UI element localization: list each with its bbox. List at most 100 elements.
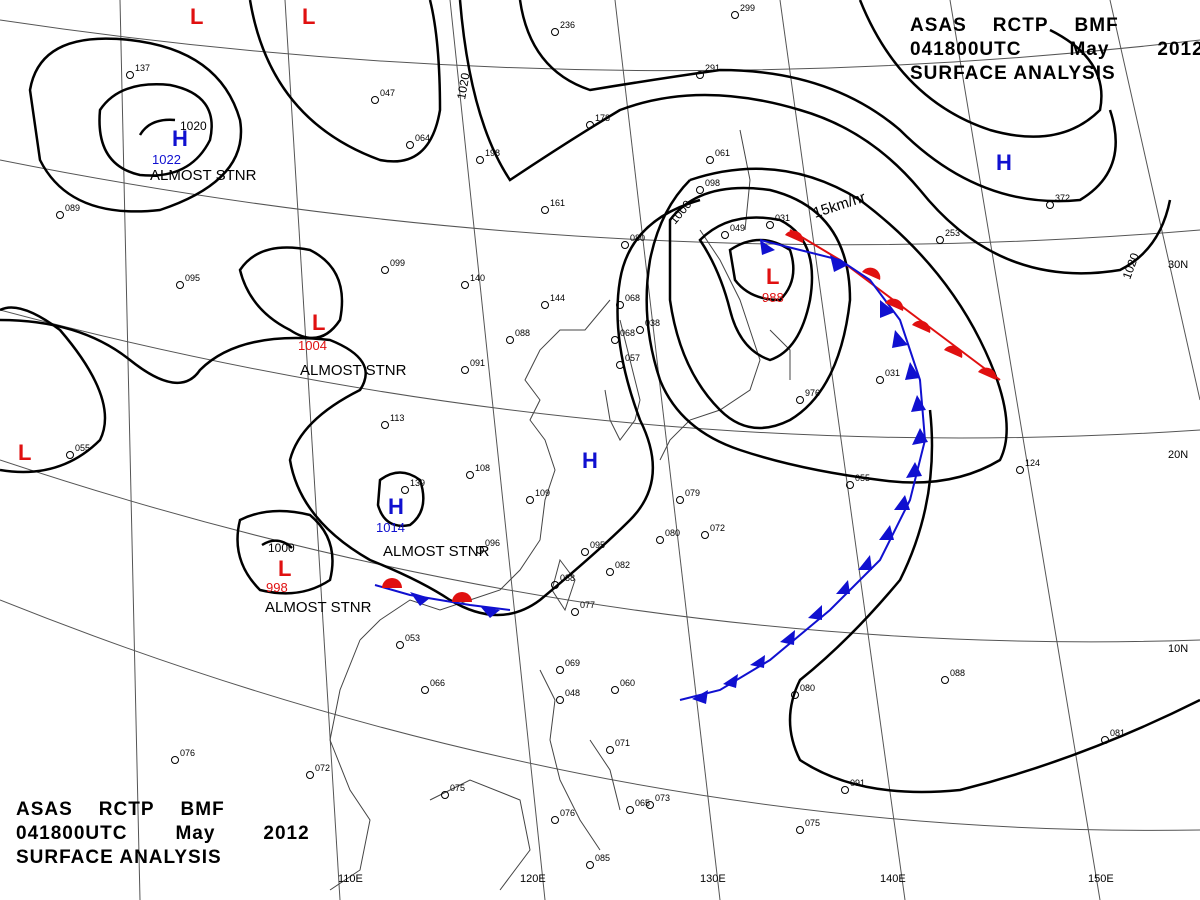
isobar-south-trough bbox=[788, 409, 1200, 794]
station-plot: 095 bbox=[176, 273, 200, 289]
station-pressure: 124 bbox=[1025, 458, 1040, 468]
isobar-low-988 bbox=[728, 238, 795, 302]
station-circle bbox=[581, 548, 589, 556]
station-pressure: 079 bbox=[685, 488, 700, 498]
station-pressure: 081 bbox=[1110, 728, 1125, 738]
station-circle bbox=[556, 696, 564, 704]
annotation-text: ALMOST STNR bbox=[383, 543, 490, 560]
station-plot: 088 bbox=[941, 668, 965, 684]
station-plot: 069 bbox=[556, 658, 580, 674]
low-center-value: 1004 bbox=[298, 338, 327, 353]
high-center-symbol: H bbox=[388, 494, 404, 519]
parallel-0 bbox=[0, 599, 1200, 831]
station-circle bbox=[696, 186, 704, 194]
station-pressure: 144 bbox=[550, 293, 565, 303]
station-pressure: 068 bbox=[620, 328, 635, 338]
low-center-symbol: L bbox=[18, 440, 31, 465]
station-circle bbox=[731, 11, 739, 19]
station-pressure: 976 bbox=[805, 388, 820, 398]
station-plot: 253 bbox=[936, 228, 960, 244]
station-circle bbox=[541, 301, 549, 309]
station-plot: 113 bbox=[381, 413, 404, 429]
station-pressure: 198 bbox=[485, 148, 500, 158]
station-pressure: 095 bbox=[590, 540, 605, 550]
station-plot: 161 bbox=[541, 198, 565, 214]
station-plot: 077 bbox=[571, 600, 595, 616]
annotation-text: ALMOST STNR bbox=[265, 599, 372, 616]
station-circle bbox=[401, 486, 409, 494]
station-plot: 031 bbox=[876, 368, 900, 384]
station-plot: 060 bbox=[611, 678, 635, 694]
cold-front-barb bbox=[879, 525, 894, 540]
warm-front-bump bbox=[885, 298, 904, 311]
station-plot: 291 bbox=[696, 63, 720, 79]
almost-stnr-note: ALMOST STNR bbox=[300, 362, 407, 379]
station-plot: 109 bbox=[526, 488, 550, 504]
station-circle bbox=[56, 211, 64, 219]
isobar-998-low bbox=[236, 509, 334, 595]
station-pressure: 077 bbox=[580, 600, 595, 610]
low-center-symbol: L bbox=[302, 4, 315, 29]
cold-front-barb bbox=[723, 674, 738, 688]
station-plot: 976 bbox=[796, 388, 820, 404]
station-pressure: 088 bbox=[950, 668, 965, 678]
isobar-1000-small bbox=[261, 539, 293, 549]
station-plot: 080 bbox=[791, 683, 815, 699]
station-circle bbox=[421, 686, 429, 694]
station-plot: 066 bbox=[421, 678, 445, 694]
coastlines bbox=[329, 129, 791, 891]
station-plot: 071 bbox=[606, 738, 630, 754]
station-pressure: 080 bbox=[800, 683, 815, 693]
station-plot: 082 bbox=[606, 560, 630, 576]
station-circle bbox=[176, 281, 184, 289]
station-pressure: 299 bbox=[740, 3, 755, 13]
header-line-1: ASAS RCTP BMF bbox=[910, 14, 1200, 38]
warm-front-bump bbox=[862, 267, 881, 280]
station-pressure: 178 bbox=[595, 113, 610, 123]
station-circle bbox=[1046, 201, 1054, 209]
station-circle bbox=[406, 141, 414, 149]
station-circle bbox=[441, 791, 449, 799]
coast-philippines bbox=[539, 669, 621, 851]
parallel-40n bbox=[0, 19, 1200, 72]
station-plot: 061 bbox=[706, 148, 730, 164]
station-pressure: 072 bbox=[315, 763, 330, 773]
station-pressure: 066 bbox=[430, 678, 445, 688]
header-datetime: 041800UTC bbox=[16, 823, 128, 844]
header-station: RCTP bbox=[992, 15, 1049, 36]
lat-label-30n: 30N bbox=[1168, 259, 1188, 271]
station-circle bbox=[381, 421, 389, 429]
station-plot: 372 bbox=[1046, 193, 1070, 209]
grid-labels: 30N 20N 10N 110E 120E 130E 140E 150E bbox=[338, 259, 1188, 885]
cold-front-barb bbox=[892, 330, 908, 348]
station-plot: 055 bbox=[846, 473, 870, 489]
station-circle bbox=[476, 546, 484, 554]
station-circle bbox=[551, 581, 559, 589]
lon-label-120e: 120E bbox=[520, 873, 546, 885]
station-plot: 088 bbox=[551, 573, 575, 589]
low-center-symbol: L bbox=[312, 310, 325, 335]
cold-front-barb bbox=[830, 255, 848, 272]
station-plot: 072 bbox=[306, 763, 330, 779]
station-pressure: 047 bbox=[380, 88, 395, 98]
cold-front-barb bbox=[858, 555, 872, 570]
station-pressure: 053 bbox=[405, 633, 420, 643]
station-circle bbox=[526, 496, 534, 504]
annotation-text: ALMOST STNR bbox=[300, 362, 407, 379]
station-pressure: 099 bbox=[390, 258, 405, 268]
meridian-100e bbox=[119, 0, 141, 900]
station-pressure: 075 bbox=[450, 783, 465, 793]
station-circle bbox=[586, 861, 594, 869]
isobar-north-1 bbox=[248, 0, 442, 163]
header-product: SURFACE ANALYSIS bbox=[910, 63, 1116, 84]
cold-front-barb bbox=[808, 605, 822, 620]
station-pressure: 080 bbox=[630, 233, 645, 243]
station-plot: 048 bbox=[556, 688, 580, 704]
station-circle bbox=[306, 771, 314, 779]
high-center-symbol: H bbox=[582, 448, 598, 473]
meridian-120e bbox=[449, 0, 546, 900]
station-circle bbox=[611, 686, 619, 694]
station-plot: 072 bbox=[701, 523, 725, 539]
station-plot: 137 bbox=[126, 63, 150, 79]
